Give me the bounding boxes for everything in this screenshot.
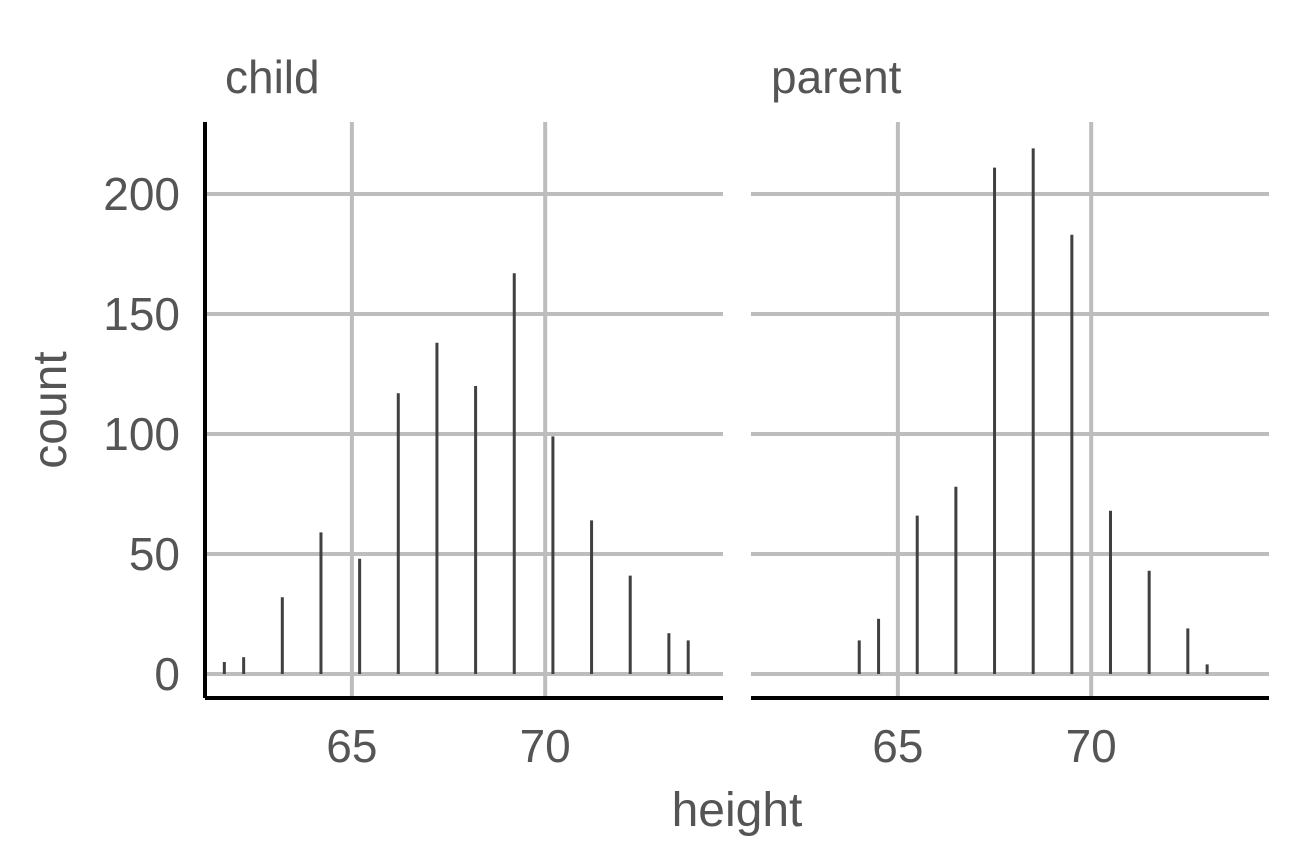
y-tick-label: 100	[103, 408, 180, 460]
chart-panels: 65 70 child 0 50 100 150 200 65 70 parent	[103, 51, 1269, 772]
panel-child: 65 70 child 0 50 100 150 200	[103, 51, 723, 772]
y-axis-title: count	[24, 351, 77, 468]
panel-strip-label: parent	[771, 51, 902, 103]
x-tick-label: 65	[326, 720, 377, 772]
x-tick-label: 70	[1066, 720, 1117, 772]
y-tick-label: 200	[103, 168, 180, 220]
x-tick-label: 65	[872, 720, 923, 772]
x-tick-label: 70	[520, 720, 571, 772]
panel-strip-label: child	[225, 51, 320, 103]
y-tick-label: 0	[154, 648, 180, 700]
y-tick-label: 50	[129, 528, 180, 580]
y-tick-label: 150	[103, 288, 180, 340]
x-axis-title: height	[672, 784, 803, 837]
panel-parent: 65 70 parent	[751, 51, 1269, 772]
